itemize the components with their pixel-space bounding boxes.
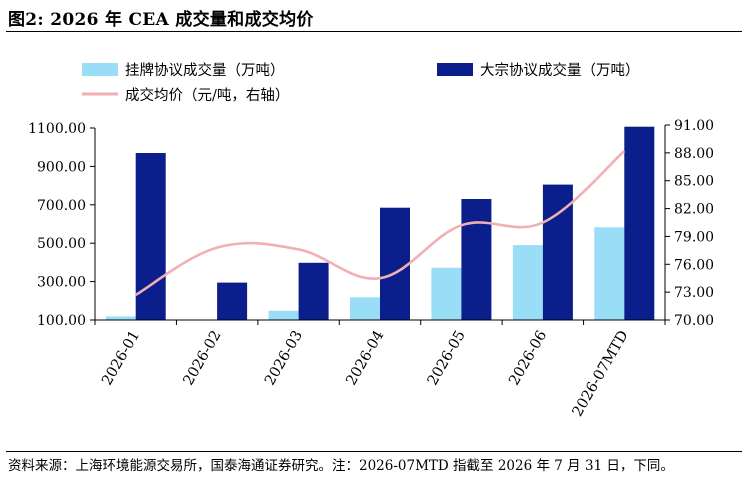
bar-listed-volume-2026-04 xyxy=(350,297,380,320)
bar-listed-volume-2026-06 xyxy=(512,245,543,320)
bar-block-volume-2026-02 xyxy=(217,282,248,320)
right-tick-label: 70.00 xyxy=(674,313,714,329)
left-axis-ticks: 1100.00 900.00 700.00 500.00 300.00 100.00 xyxy=(28,121,95,329)
x-tick-label: 2026-04 xyxy=(343,328,387,388)
bar-block-volume-2026-05 xyxy=(461,199,492,320)
left-tick-label: 700.00 xyxy=(37,198,86,214)
source-note: 资料来源：上海环境能源交易所，国泰海通证券研究。注：2026-07MTD 指截至… xyxy=(8,458,674,474)
x-tick-label: 2026-01 xyxy=(99,328,143,388)
left-tick-label: 900.00 xyxy=(37,159,86,175)
x-tick-label: 2026-07MTD xyxy=(570,328,632,419)
legend-label-listed-volume: 挂牌协议成交量（万吨） xyxy=(125,61,285,79)
legend-swatch-block-volume xyxy=(437,63,473,76)
x-tick-label: 2026-03 xyxy=(262,328,306,388)
legend-label-avg-price: 成交均价（元/吨，右轴） xyxy=(125,86,289,104)
avg-price-line xyxy=(135,150,626,297)
left-tick-label: 1100.00 xyxy=(28,121,86,137)
chart: 挂牌协议成交量（万吨） 大宗协议成交量（万吨） 成交均价（元/吨，右轴） 110… xyxy=(28,61,714,419)
bar-block-volume-2026-04 xyxy=(380,207,410,320)
bar-block-volume-2026-07MTD xyxy=(624,126,655,320)
bar-listed-volume-2026-05 xyxy=(431,267,462,320)
bottom-rule xyxy=(6,451,742,452)
x-tick-label: 2026-05 xyxy=(425,328,469,388)
legend: 挂牌协议成交量（万吨） 大宗协议成交量（万吨） 成交均价（元/吨，右轴） xyxy=(82,61,640,104)
left-tick-label: 300.00 xyxy=(37,275,86,291)
left-tick-label: 500.00 xyxy=(37,236,86,252)
bar-listed-volume-2026-07MTD xyxy=(594,227,625,320)
legend-swatch-listed-volume xyxy=(82,63,118,76)
right-tick-label: 82.00 xyxy=(674,202,714,218)
right-axis-ticks: 91.00 88.00 85.00 82.00 79.00 76.00 73.00 70.00 xyxy=(665,118,714,329)
right-tick-label: 88.00 xyxy=(674,146,714,162)
x-axis-labels: 2026-01 2026-02 2026-03 2026-04 2026-05 2026-… xyxy=(94,320,666,419)
bar-block-volume-2026-03 xyxy=(298,262,329,320)
right-tick-label: 85.00 xyxy=(674,174,714,190)
bar-listed-volume-2026-01 xyxy=(105,316,136,320)
plot-area xyxy=(105,126,655,320)
figure-title: 图2: 2026 年 CEA 成交量和成交均价 xyxy=(8,10,314,30)
top-rule xyxy=(6,31,742,32)
bar-listed-volume-2026-03 xyxy=(268,310,299,320)
right-tick-label: 79.00 xyxy=(674,229,714,245)
left-tick-label: 100.00 xyxy=(37,313,86,329)
right-tick-label: 76.00 xyxy=(674,257,714,273)
x-tick-label: 2026-02 xyxy=(181,328,225,388)
x-tick-label: 2026-06 xyxy=(506,328,550,388)
right-tick-label: 73.00 xyxy=(674,285,714,301)
right-tick-label: 91.00 xyxy=(674,118,714,134)
legend-label-block-volume: 大宗协议成交量（万吨） xyxy=(480,61,640,79)
bar-block-volume-2026-01 xyxy=(135,153,166,320)
